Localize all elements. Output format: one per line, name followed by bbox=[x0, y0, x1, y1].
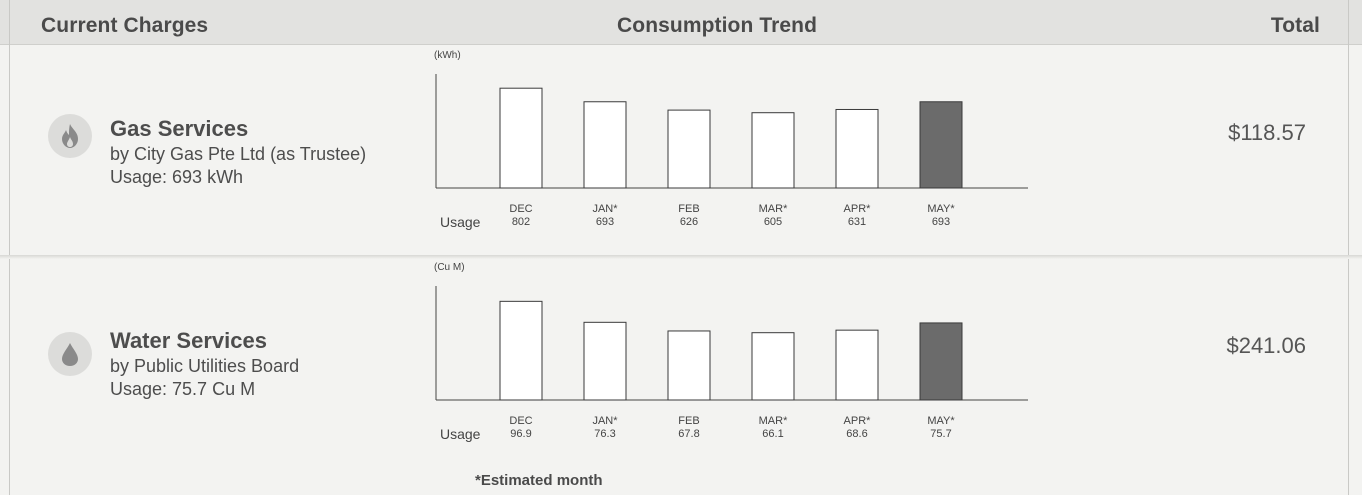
gas-value-label: 626 bbox=[680, 216, 698, 228]
gas-month-label: DEC bbox=[509, 203, 532, 215]
gas-month-label: APR* bbox=[844, 203, 872, 215]
row-separator bbox=[0, 255, 1362, 259]
water-unit-label: (Cu M) bbox=[434, 262, 465, 273]
gas-month-label: MAY* bbox=[927, 203, 955, 215]
flame-icon bbox=[48, 114, 92, 158]
gas-bar-jan bbox=[583, 101, 627, 189]
left-border bbox=[9, 0, 10, 495]
gas-total: $118.57 bbox=[1228, 120, 1306, 145]
water-value-label: 66.1 bbox=[762, 428, 783, 440]
right-border bbox=[1348, 0, 1349, 495]
gas-value-label: 693 bbox=[596, 216, 614, 228]
gas-unit-label: (kWh) bbox=[434, 50, 461, 61]
water-month-label: DEC bbox=[509, 415, 532, 427]
water-bar-may bbox=[919, 322, 963, 401]
gas-service-name: Gas Services bbox=[110, 116, 249, 141]
gas-bar-may bbox=[919, 101, 963, 189]
gas-value-label: 802 bbox=[512, 216, 530, 228]
water-provider: by Public Utilities Board bbox=[110, 356, 300, 376]
water-drop-icon bbox=[48, 332, 92, 376]
gas-consumption-chart: (kWh) Usage DEC 802 JAN* 693 FEB 626 MAR* 605 APR*… bbox=[420, 46, 1060, 246]
water-bar-apr bbox=[835, 329, 879, 401]
gas-bar-mar bbox=[751, 112, 795, 189]
water-month-label: MAY* bbox=[927, 415, 955, 427]
gas-usage-row-label: Usage bbox=[440, 214, 481, 230]
charges-header: Current Charges Consumption Trend Total bbox=[0, 0, 1362, 45]
water-value-label: 67.8 bbox=[678, 428, 699, 440]
gas-chart-svg: (kWh)UsageDEC802JAN*693FEB626MAR*605APR*… bbox=[434, 50, 1028, 230]
gas-provider: by City Gas Pte Ltd (as Trustee) bbox=[110, 144, 367, 164]
water-bar-feb bbox=[667, 330, 711, 401]
water-usage: Usage: 75.7 Cu M bbox=[110, 379, 256, 399]
consumption-trend-heading: Consumption Trend bbox=[617, 14, 818, 37]
water-bar-dec bbox=[499, 300, 543, 401]
gas-month-label: MAR* bbox=[759, 203, 788, 215]
water-value-label: 75.7 bbox=[930, 428, 951, 440]
gas-month-label: JAN* bbox=[592, 203, 618, 215]
gas-value-label: 631 bbox=[848, 216, 866, 228]
water-month-label: FEB bbox=[678, 415, 699, 427]
gas-value-label: 693 bbox=[932, 216, 950, 228]
gas-bar-apr bbox=[835, 108, 879, 189]
water-bar-mar bbox=[751, 332, 795, 401]
water-bar-jan bbox=[583, 321, 627, 401]
gas-month-label: FEB bbox=[678, 203, 699, 215]
water-total: $241.06 bbox=[1226, 333, 1306, 358]
gas-bar-dec bbox=[499, 87, 543, 189]
water-month-label: JAN* bbox=[592, 415, 618, 427]
current-charges-heading: Current Charges bbox=[41, 14, 209, 37]
water-value-label: 96.9 bbox=[510, 428, 531, 440]
water-month-label: APR* bbox=[844, 415, 872, 427]
water-value-label: 68.6 bbox=[846, 428, 867, 440]
water-value-label: 76.3 bbox=[594, 428, 615, 440]
water-month-label: MAR* bbox=[759, 415, 788, 427]
gas-bar-feb bbox=[667, 109, 711, 189]
gas-value-label: 605 bbox=[764, 216, 782, 228]
water-service-name: Water Services bbox=[110, 328, 267, 353]
water-usage-row-label: Usage bbox=[440, 426, 481, 442]
water-consumption-chart: (Cu M) Usage DEC 96.9 JAN* 76.3 FEB 67.8 MAR* 66.… bbox=[420, 258, 1060, 458]
total-heading: Total bbox=[1270, 14, 1320, 37]
estimated-month-footnote: *Estimated month bbox=[475, 472, 603, 489]
gas-usage: Usage: 693 kWh bbox=[110, 167, 244, 187]
